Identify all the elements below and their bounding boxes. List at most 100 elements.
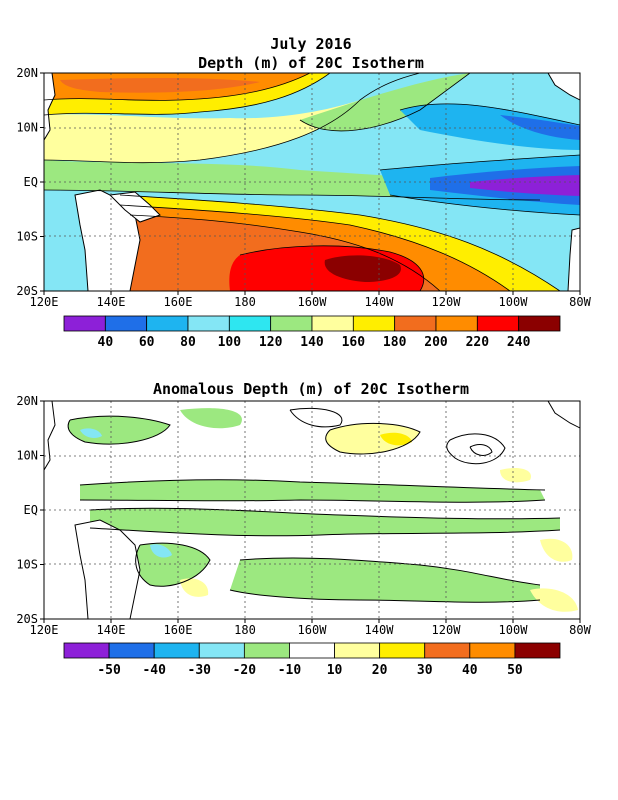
colorbar-label: 200: [424, 335, 448, 350]
chart2-gridlines: [44, 401, 580, 619]
field2-green-south: [230, 557, 540, 603]
colorbar-swatch: [311, 315, 354, 332]
colorbar-label: 80: [180, 335, 196, 350]
y-tick-label: 20S: [16, 284, 38, 298]
colorbar-swatch: [469, 642, 516, 659]
colorbar-label: 240: [507, 335, 531, 350]
y-tick-label: EQ: [24, 175, 38, 189]
x-tick-label: 140E: [97, 623, 126, 637]
x-tick-label: 120W: [432, 623, 462, 637]
colorbar-label: -40: [142, 663, 166, 678]
colorbar-label: 40: [98, 335, 114, 350]
field2-green-n: [180, 408, 242, 429]
chart1-x-axis: 120E 140E 160E 180 160W 140W 120W 100W 80W: [30, 291, 592, 309]
field-north-dark-orange: [60, 78, 260, 93]
land2-central-america: [547, 401, 580, 429]
chart2-title: Anomalous Depth (m) of 20C Isotherm: [153, 380, 469, 398]
colorbar-swatch: [435, 315, 478, 332]
colorbar-label: 20: [372, 663, 388, 678]
land-south-america: [567, 227, 580, 291]
colorbar-swatch: [334, 642, 381, 659]
colorbar-label: 120: [259, 335, 283, 350]
colorbar-swatch: [243, 642, 290, 659]
field-east-purple: [470, 175, 580, 196]
colorbar-swatch: [228, 315, 272, 332]
colorbar-label: -30: [188, 663, 212, 678]
x-tick-label: 160W: [298, 623, 328, 637]
colorbar-label: 160: [342, 335, 366, 350]
field2-yellow-ne: [500, 468, 531, 483]
y-tick-label: 20N: [16, 66, 38, 80]
y-tick-label: 10N: [16, 121, 38, 135]
x-tick-label: 160W: [298, 295, 328, 309]
field2-cyan-sw: [150, 544, 172, 558]
x-tick-label: 120W: [432, 295, 462, 309]
colorbar-swatch: [146, 315, 189, 332]
field-ne-deepblue: [500, 115, 580, 140]
x-tick-label: 120E: [30, 623, 59, 637]
field-south-darkred: [324, 255, 401, 282]
colorbar-label: 220: [466, 335, 490, 350]
colorbar-swatch: [518, 315, 561, 332]
field-green-north: [300, 73, 470, 131]
field2-yellow-n-core: [380, 432, 412, 446]
chart2-y-axis: 20N 10N EQ 10S 20S: [16, 394, 44, 626]
field2-green-band1: [80, 479, 545, 503]
y-tick-label: 10S: [16, 230, 38, 244]
y-tick-label: 10S: [16, 558, 38, 572]
land2-asia: [44, 401, 56, 471]
x-tick-label: 120E: [30, 295, 59, 309]
colorbar-label: 30: [417, 663, 433, 678]
field2-green-sw: [135, 543, 210, 587]
x-tick-label: 140E: [97, 295, 126, 309]
colorbar-label: 100: [218, 335, 242, 350]
x-tick-label: 80W: [569, 623, 591, 637]
land-asia: [44, 73, 56, 141]
colorbar-swatch: [352, 315, 396, 332]
colorbar-label: 40: [462, 663, 478, 678]
colorbar-label: 50: [507, 663, 523, 678]
colorbar-swatch: [63, 315, 106, 332]
x-tick-label: 100W: [499, 295, 529, 309]
x-tick-label: 100W: [499, 623, 529, 637]
field-light-yellow: [44, 100, 360, 163]
colorbar-label: 10: [327, 663, 343, 678]
chart2-x-axis: 120E 140E 160E 180 160W 140W 120W 100W 80W: [30, 619, 592, 637]
colorbar-swatch: [424, 642, 471, 659]
colorbar-label: -20: [233, 663, 257, 678]
chart1-title-line2: Depth (m) of 20C Isotherm: [198, 54, 424, 72]
x-tick-label: 180: [234, 295, 256, 309]
x-tick-label: 80W: [569, 295, 591, 309]
land2-australia-ng: [74, 519, 141, 619]
colorbar-swatch: [63, 642, 110, 659]
chart1-gridlines: [44, 73, 580, 291]
field2-yellow-n: [325, 423, 420, 454]
colorbar-label: -50: [97, 663, 121, 678]
x-tick-label: 180: [234, 623, 256, 637]
colorbar-swatch: [108, 642, 155, 659]
chart1-y-axis: 20N 10N EQ 10S 20S: [16, 66, 44, 298]
colorbar-label: 60: [139, 335, 155, 350]
chart1-colorbar-labels: 40 60 80 100 120 140 160 180 200 220 240: [98, 335, 531, 350]
contours-2: [67, 407, 561, 603]
land-central-america: [547, 73, 580, 101]
y-tick-label: 20N: [16, 394, 38, 408]
field2-cyan-nw: [80, 428, 102, 438]
land-new-guinea: [108, 191, 161, 223]
chart1-title-line1: July 2016: [270, 35, 351, 53]
field2-yellow-e: [540, 538, 573, 562]
colorbar-swatch: [289, 642, 335, 659]
colorbar-swatch: [187, 315, 230, 332]
chart2-colorbar-labels: -50 -40 -30 -20 -10 10 20 30 40 50: [97, 663, 523, 678]
x-tick-label: 140W: [365, 295, 395, 309]
colorbar-swatch: [270, 315, 313, 332]
colorbar-swatch: [104, 315, 148, 332]
y-tick-label: EQ: [24, 503, 38, 517]
colorbar-swatch: [514, 642, 561, 659]
colorbar-swatch: [153, 642, 200, 659]
colorbar-swatch: [379, 642, 426, 659]
y-tick-label: 10N: [16, 449, 38, 463]
x-tick-label: 140W: [365, 623, 395, 637]
x-tick-label: 160E: [164, 295, 193, 309]
